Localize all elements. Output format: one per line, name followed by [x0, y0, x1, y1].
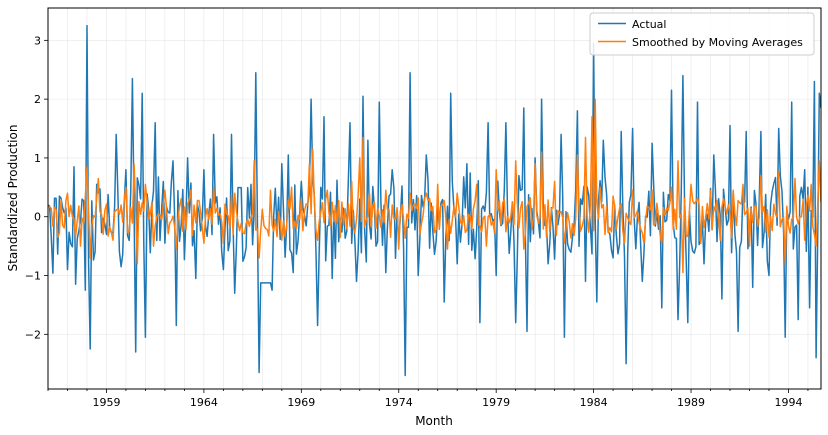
y-axis-label: Standardized Production — [6, 125, 20, 272]
legend-label-actual: Actual — [632, 18, 666, 31]
legend-box — [589, 12, 815, 56]
x-tick-label: 1979 — [482, 396, 510, 409]
x-tick-label: 1994 — [774, 396, 802, 409]
x-tick-label: 1989 — [677, 396, 705, 409]
x-tick-label: 1974 — [385, 396, 413, 409]
x-tick-label: 1959 — [92, 396, 120, 409]
series-line-smoothed — [48, 98, 821, 274]
y-tick-label: −1 — [25, 270, 41, 283]
y-tick-label: 2 — [34, 93, 41, 106]
y-axis: −2 −1 0 1 2 3 — [25, 34, 48, 341]
x-axis: 1959 1964 1969 1974 1979 1984 1989 1994 — [47, 389, 809, 409]
y-tick-label: −2 — [25, 328, 41, 341]
y-tick-label: 1 — [34, 152, 41, 165]
plot-frame — [47, 7, 822, 390]
series-line-actual — [48, 24, 821, 377]
x-tick-label: 1964 — [190, 396, 218, 409]
y-tick-label: 3 — [34, 34, 41, 47]
series-layer — [48, 24, 821, 377]
x-tick-label: 1984 — [580, 396, 608, 409]
legend-label-smoothed: Smoothed by Moving Averages — [632, 36, 803, 49]
x-tick-label: 1969 — [287, 396, 315, 409]
y-tick-label: 0 — [34, 211, 41, 224]
x-axis-label: Month — [415, 414, 453, 428]
legend: Actual Smoothed by Moving Averages — [589, 12, 815, 56]
